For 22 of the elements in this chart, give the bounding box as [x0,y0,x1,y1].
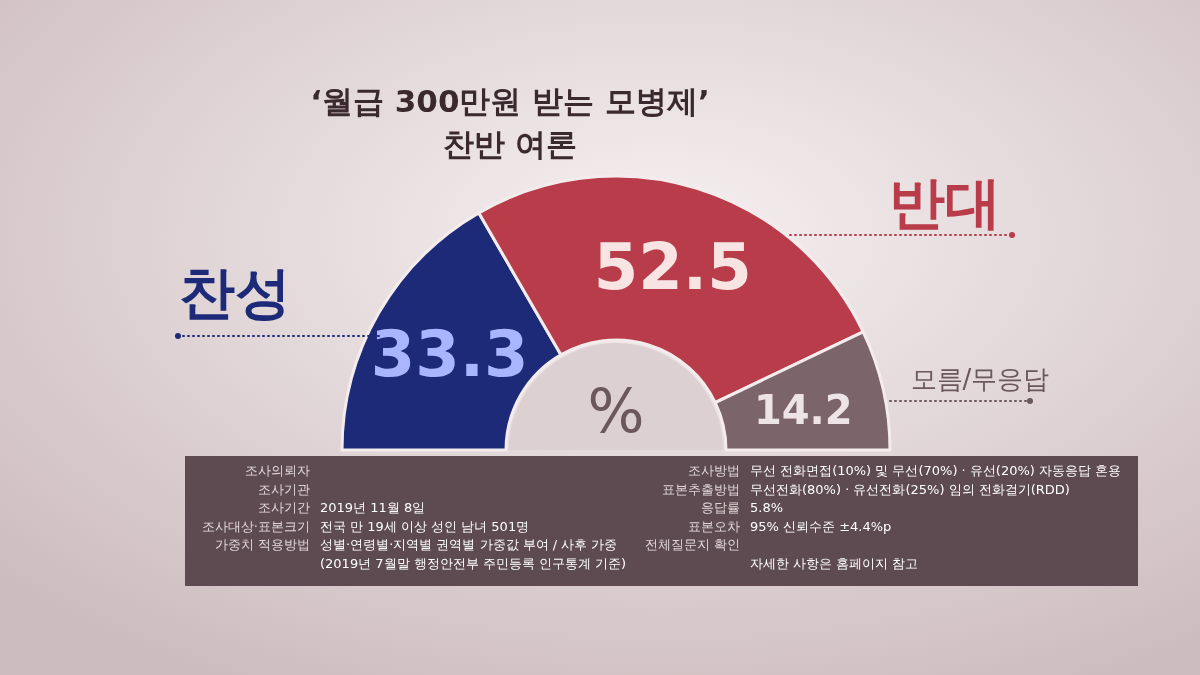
annotation: 조사기간 [258,500,310,516]
annotation: 조사의뢰자 [245,463,310,478]
annotation: 표본추출방법 [662,481,740,497]
annotation: 전체질문지 확인 [644,537,740,553]
annotation: 무선 전화면접(10%) 및 무선(70%) · 유선(20%) 자동응답 혼용 [750,463,1122,478]
annotation: (2019년 7월말 행정안전부 주민등록 인구통계 기준) [320,556,627,571]
annotation: 가중치 적용방법 [214,537,310,553]
annotation: 조사대상·표본크기 [201,518,310,534]
subtitle: 찬반 여론 [442,126,578,162]
annotation: 95% 신뢰수준 ±4.4%p [750,518,892,534]
annotation: 5.8% [750,500,784,516]
annotation: 전국 만 19세 이상 성인 남녀 501명 [320,518,530,534]
title: ‘월급 300만원 받는 모병제’ [310,83,710,119]
annotation: 2019년 11월 8일 [320,500,426,516]
annotation: % [587,376,645,446]
annotation: 자세한 사항은 홈페이지 참고 [750,556,919,571]
annotation: 조사기관 [258,481,310,497]
annotation: 성별·연령별·지역별 권역별 가중값 부여 / 사후 가중 [320,537,618,553]
annotation: 무선전화(80%) · 유선전화(25%) 임의 전화걸기(RDD) [750,481,1070,497]
annotation: 조사방법 [688,463,740,478]
annotation: 응답률 [701,500,740,516]
annotation: 표본오차 [688,518,740,534]
